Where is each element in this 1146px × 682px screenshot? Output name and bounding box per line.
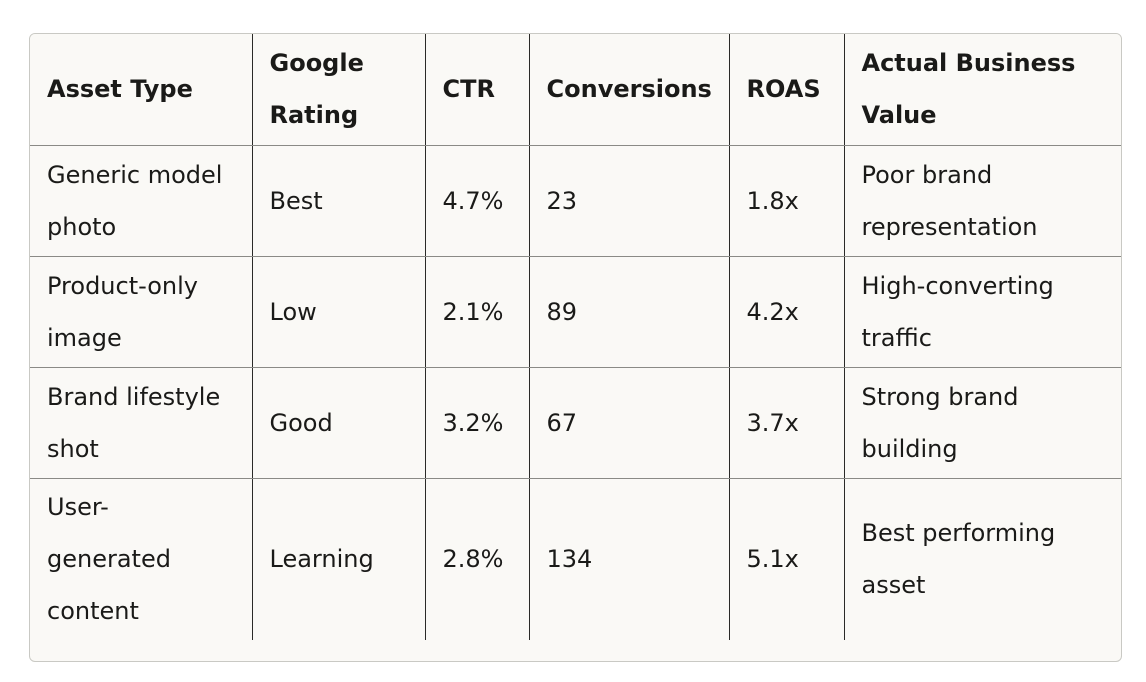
- header-ctr: CTR: [425, 34, 530, 146]
- header-roas: ROAS: [729, 34, 845, 146]
- cell-google-rating: Best: [252, 145, 426, 257]
- header-asset-type: Asset Type: [30, 34, 253, 146]
- cell-conversions: 89: [529, 256, 730, 368]
- header-actual-business-value: Actual Business Value: [844, 34, 1121, 146]
- cell-asset-type: Brand lifestyle shot: [30, 367, 253, 479]
- cell-ctr: 4.7%: [425, 145, 530, 257]
- cell-business-value: Poor brand representation: [844, 145, 1121, 257]
- cell-business-value: Strong brand building: [844, 367, 1121, 479]
- cell-asset-type: User-generated content: [30, 478, 253, 640]
- cell-google-rating: Good: [252, 367, 426, 479]
- table-row: User-generated content Learning 2.8% 134…: [30, 478, 1121, 640]
- cell-asset-type: Generic model photo: [30, 145, 253, 257]
- cell-asset-type: Product-only image: [30, 256, 253, 368]
- cell-business-value: High-converting traffic: [844, 256, 1121, 368]
- cell-conversions: 23: [529, 145, 730, 257]
- table-row: Brand lifestyle shot Good 3.2% 67 3.7x S…: [30, 367, 1121, 479]
- cell-roas: 4.2x: [729, 256, 845, 368]
- cell-ctr: 2.1%: [425, 256, 530, 368]
- table-header-row: Asset Type Google Rating CTR Conversions…: [30, 34, 1121, 146]
- cell-roas: 5.1x: [729, 478, 845, 640]
- table-row: Product-only image Low 2.1% 89 4.2x High…: [30, 256, 1121, 368]
- cell-google-rating: Learning: [252, 478, 426, 640]
- cell-ctr: 3.2%: [425, 367, 530, 479]
- table-row: Generic model photo Best 4.7% 23 1.8x Po…: [30, 145, 1121, 257]
- cell-business-value: Best performing asset: [861, 519, 1056, 600]
- cell-roas: 3.7x: [729, 367, 845, 479]
- cell-ctr: 2.8%: [425, 478, 530, 640]
- header-conversions: Conversions: [529, 34, 730, 146]
- cell-conversions: 134: [529, 478, 730, 640]
- cell-roas: 1.8x: [729, 145, 845, 257]
- cell-google-rating: Low: [252, 256, 426, 368]
- header-google-rating: Google Rating: [252, 34, 426, 146]
- comparison-table-card: Asset Type Google Rating CTR Conversions…: [29, 33, 1122, 662]
- cell-conversions: 67: [529, 367, 730, 479]
- asset-comparison-table: Asset Type Google Rating CTR Conversions…: [30, 34, 1121, 640]
